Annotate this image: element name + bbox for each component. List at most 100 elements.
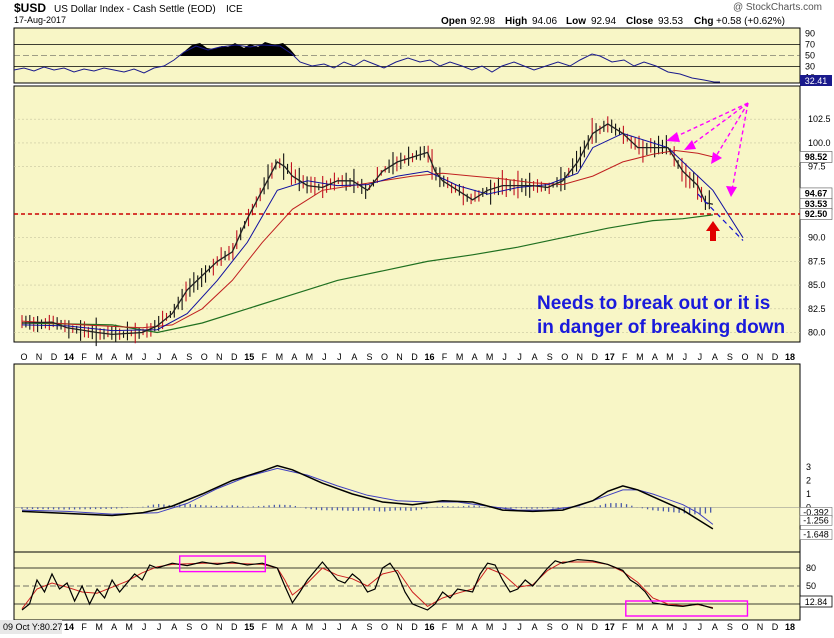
chg-value: +0.58 (+0.62%) <box>716 16 785 27</box>
month-tick-label: O <box>741 352 748 362</box>
month-tick-label: D <box>592 352 599 362</box>
month-tick-label: D <box>772 352 779 362</box>
month-tick-label: A <box>171 622 177 632</box>
month-tick-label: M <box>276 622 284 632</box>
annotation-line2: in danger of breaking down <box>537 317 785 338</box>
low-label: Low <box>566 16 586 27</box>
macd-label-badge <box>799 515 833 526</box>
price-current-label: 98.52 <box>805 152 828 162</box>
macd-current-label: -1.648 <box>803 530 829 540</box>
month-tick-label: N <box>757 622 764 632</box>
footer-readout: 09 Oct Y:80.27 <box>3 622 62 632</box>
month-tick-label: D <box>231 622 238 632</box>
price-tick-label: 87.5 <box>808 256 826 266</box>
month-tick-label: O <box>561 622 568 632</box>
month-tick-label: A <box>351 352 357 362</box>
description: US Dollar Index - Cash Settle (EOD) <box>54 4 216 15</box>
stochastic-highlight-box <box>179 555 267 573</box>
rsi-tick-label: 90 <box>805 29 815 39</box>
month-tick-label: 16 <box>425 622 435 632</box>
footer-readout-bg <box>0 620 62 634</box>
pink-arrows <box>672 102 749 191</box>
macd-label-badge <box>799 529 833 540</box>
up-arrow-icon <box>706 221 720 241</box>
month-tick-label: S <box>186 622 192 632</box>
month-tick-label: F <box>442 622 448 632</box>
month-tick-label: A <box>171 352 177 362</box>
macd-tick-label: 1 <box>806 489 811 499</box>
close-label: Close <box>626 16 654 27</box>
stochastic-highlight-box <box>625 600 749 617</box>
month-tick-label: M <box>486 352 494 362</box>
price-tick-label: 102.5 <box>808 114 831 124</box>
month-tick-label: M <box>456 352 464 362</box>
month-tick-label: A <box>111 622 117 632</box>
month-tick-label: M <box>666 622 674 632</box>
month-tick-label: M <box>486 622 494 632</box>
high-label: High <box>505 16 527 27</box>
month-tick-label: S <box>727 352 733 362</box>
price-label-badge <box>799 151 833 163</box>
month-tick-label: A <box>291 352 297 362</box>
month-tick-label: D <box>772 622 779 632</box>
month-tick-label: N <box>757 352 764 362</box>
month-tick-label: S <box>186 352 192 362</box>
month-tick-label: O <box>381 352 388 362</box>
month-tick-label: 14 <box>64 622 74 632</box>
month-tick-label: F <box>262 352 268 362</box>
month-tick-label: M <box>636 622 644 632</box>
stochastic-highlight-boxes <box>179 555 749 617</box>
open-label: Open <box>441 16 467 27</box>
month-tick-label: D <box>411 622 418 632</box>
month-tick-label: A <box>111 352 117 362</box>
month-tick-label: N <box>36 352 43 362</box>
month-axis-bottom: OND14FMAMJJASOND15FMAMJJASOND16FMAMJJASO… <box>20 622 795 632</box>
price-tick-label: 90.0 <box>808 233 826 243</box>
low-value: 92.94 <box>591 16 616 27</box>
month-tick-label: A <box>291 622 297 632</box>
month-tick-label: J <box>698 622 703 632</box>
price-current-label: 93.53 <box>805 199 828 209</box>
rsi-tick-label: 30 <box>805 62 815 72</box>
watermark: @ StockCharts.com <box>733 2 822 13</box>
rsi-current-label: 32.41 <box>805 76 828 86</box>
month-tick-label: A <box>351 622 357 632</box>
month-tick-label: M <box>95 352 103 362</box>
month-tick-label: J <box>698 352 703 362</box>
month-tick-label: 14 <box>64 352 74 362</box>
price-close-line <box>21 123 714 336</box>
price-tick-label: 85.0 <box>808 280 826 290</box>
month-tick-label: M <box>306 352 314 362</box>
stochastic-line <box>21 558 714 611</box>
month-tick-label: D <box>51 352 58 362</box>
month-tick-label: M <box>125 622 133 632</box>
macd-signal-line <box>21 467 714 525</box>
stochastic-panel: 805020 12.84 <box>13 551 833 621</box>
month-tick-label: M <box>666 352 674 362</box>
symbol: $USD <box>14 1 46 15</box>
high-value: 94.06 <box>532 16 557 27</box>
month-tick-label: N <box>576 622 583 632</box>
month-tick-label: D <box>592 622 599 632</box>
month-tick-label: A <box>532 622 538 632</box>
price-tick-label: 100.0 <box>808 138 831 148</box>
month-tick-label: D <box>411 352 418 362</box>
month-tick-label: S <box>547 622 553 632</box>
stochastic-tick-label: 50 <box>806 581 816 591</box>
month-tick-label: J <box>502 622 507 632</box>
month-tick-label: A <box>652 352 658 362</box>
month-tick-label: N <box>396 622 403 632</box>
macd-panel: 3210 -0.392-1.256-1.648 <box>13 363 833 553</box>
macd-current-label: -1.256 <box>803 515 829 525</box>
month-tick-label: J <box>322 622 327 632</box>
month-tick-label: A <box>472 352 478 362</box>
month-tick-label: O <box>201 352 208 362</box>
stochastic-current-label: 12.84 <box>805 597 828 607</box>
month-tick-label: S <box>366 622 372 632</box>
month-tick-label: S <box>366 352 372 362</box>
month-tick-label: O <box>741 622 748 632</box>
price-tick-label: 97.5 <box>808 162 826 172</box>
rsi-current-badge <box>800 75 832 86</box>
month-tick-label: 17 <box>605 352 615 362</box>
